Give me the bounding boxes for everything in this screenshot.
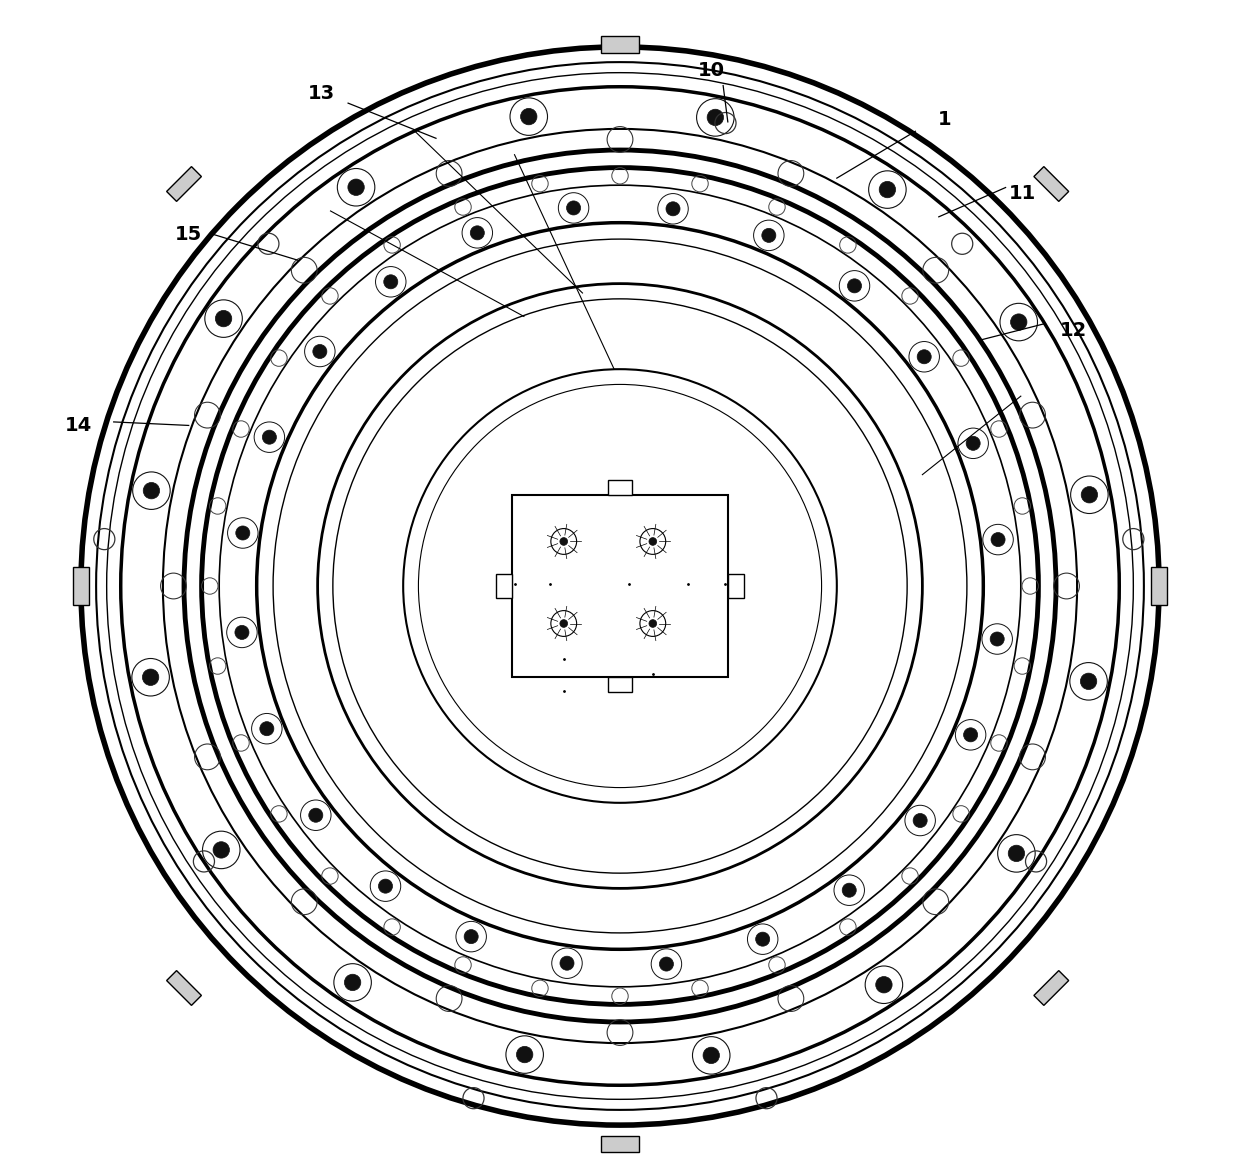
Circle shape (847, 279, 862, 293)
Text: 14: 14 (64, 416, 92, 435)
Text: 12: 12 (1060, 321, 1087, 340)
Circle shape (236, 526, 249, 540)
Bar (166, 970, 201, 1006)
Text: 13: 13 (308, 84, 335, 103)
Circle shape (560, 956, 574, 970)
Bar (609, 677, 631, 691)
Circle shape (234, 626, 249, 640)
Circle shape (963, 728, 977, 742)
Circle shape (707, 109, 723, 125)
Bar (728, 574, 744, 598)
Circle shape (517, 1047, 533, 1063)
Circle shape (383, 274, 398, 288)
Text: 15: 15 (175, 225, 202, 244)
Bar (601, 1136, 639, 1152)
Bar (1034, 970, 1069, 1006)
Bar (496, 574, 512, 598)
Circle shape (649, 620, 657, 627)
Circle shape (918, 349, 931, 363)
Text: 11: 11 (1008, 184, 1035, 203)
Circle shape (260, 722, 274, 736)
Bar (609, 481, 631, 495)
Circle shape (842, 884, 857, 898)
Circle shape (560, 538, 568, 545)
Circle shape (263, 430, 277, 444)
Circle shape (143, 483, 160, 499)
Bar (166, 166, 201, 202)
Circle shape (470, 226, 485, 240)
Bar (1151, 567, 1167, 605)
Circle shape (348, 179, 365, 196)
Circle shape (309, 809, 322, 823)
Circle shape (1011, 314, 1027, 331)
Circle shape (560, 620, 568, 627)
Circle shape (464, 929, 479, 943)
Circle shape (213, 841, 229, 858)
Circle shape (216, 311, 232, 327)
Bar (512, 496, 728, 677)
Circle shape (1008, 845, 1024, 861)
Circle shape (913, 813, 928, 827)
Circle shape (378, 879, 393, 893)
Circle shape (761, 229, 776, 243)
Circle shape (991, 532, 1006, 546)
Circle shape (875, 976, 892, 993)
Circle shape (879, 182, 895, 198)
Circle shape (966, 436, 980, 450)
Circle shape (703, 1048, 719, 1064)
Circle shape (649, 538, 657, 545)
Text: 10: 10 (698, 61, 725, 80)
Circle shape (1080, 673, 1097, 689)
Circle shape (755, 932, 770, 946)
Circle shape (567, 200, 580, 214)
Bar (1034, 166, 1069, 202)
Circle shape (666, 202, 680, 216)
Circle shape (143, 669, 159, 686)
Circle shape (521, 108, 537, 124)
Bar (73, 567, 89, 605)
Circle shape (345, 974, 361, 990)
Circle shape (1081, 486, 1097, 503)
Circle shape (991, 632, 1004, 646)
Circle shape (660, 958, 673, 972)
Text: 1: 1 (937, 110, 951, 129)
Circle shape (312, 345, 327, 359)
Bar (601, 36, 639, 53)
